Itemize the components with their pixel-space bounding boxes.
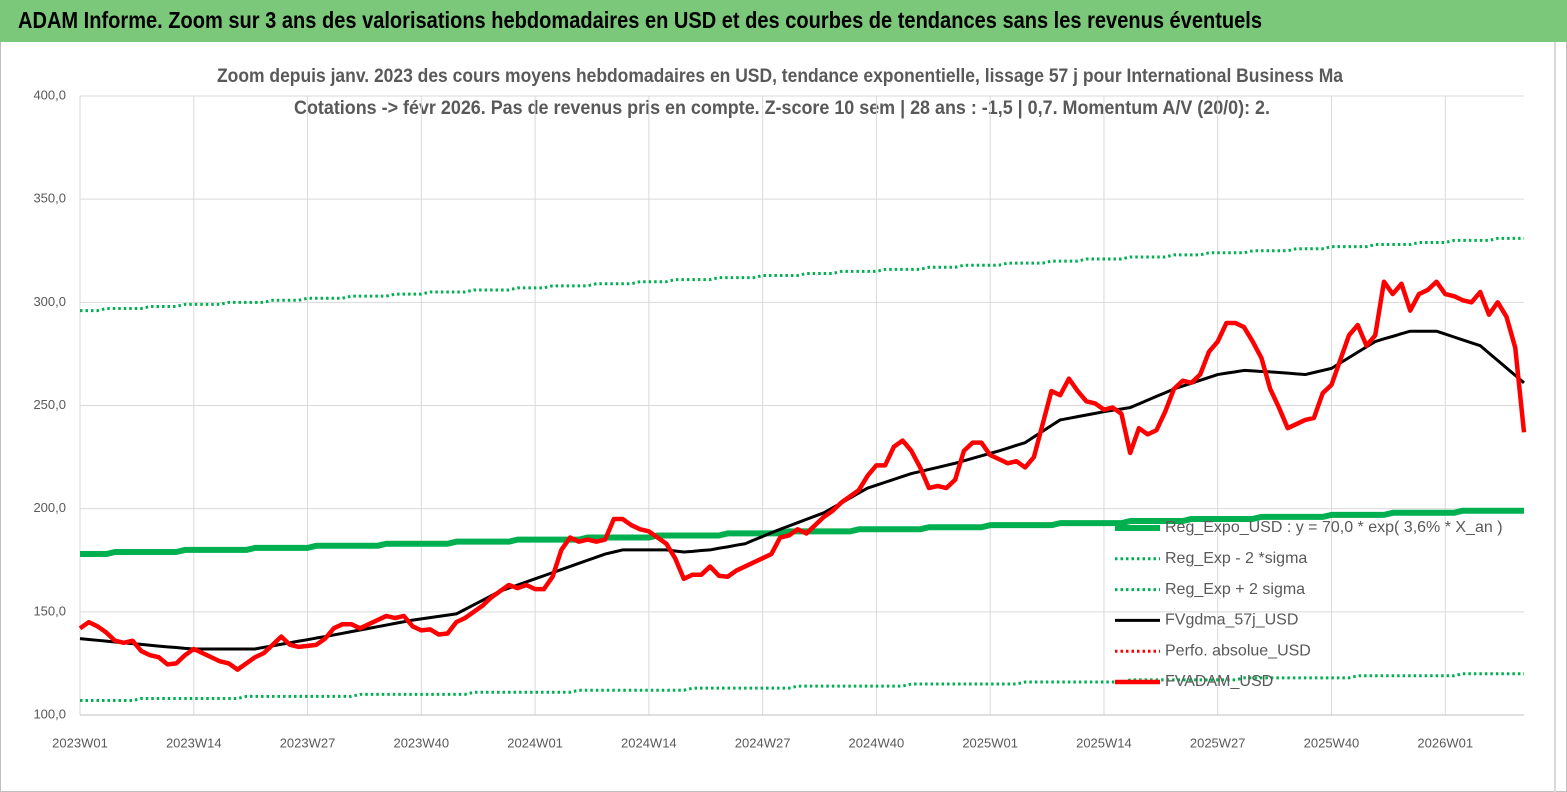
legend-label: FVADAM_USD [1165,673,1273,690]
legend-label: Perfo. absolue_USD [1165,642,1311,659]
x-tick-label: 2025W01 [962,735,1018,750]
x-tick-label: 2025W27 [1190,735,1246,750]
x-tick-label: 2024W01 [507,735,563,750]
header-title: ADAM Informe. Zoom sur 3 ans des valoris… [18,7,1262,33]
y-tick-label: 350,0 [33,191,66,206]
x-tick-label: 2023W40 [393,735,449,750]
legend: Reg_Expo_USD : y = 70,0 * exp( 3,6% * X_… [1115,519,1503,690]
x-tick-label: 2023W14 [166,735,222,750]
plot [78,236,1527,703]
y-tick-label: 150,0 [33,603,66,618]
y-tick-label: 300,0 [33,294,66,309]
y-tick-label: 100,0 [33,706,66,721]
series-line [80,672,1524,703]
x-tick-label: 2025W14 [1076,735,1132,750]
x-tick-label: 2023W27 [280,735,336,750]
grid: 100,0 150,0 200,0 250,0 300,0 350,0 400,0 2023W… [33,87,1524,750]
legend-label: Reg_Exp - 2 *sigma [1165,550,1307,567]
y-tick-label: 200,0 [33,500,66,515]
x-tick-label: 2024W27 [735,735,791,750]
series-line [79,329,1525,651]
series-line [78,279,1527,672]
y-tick-label: 400,0 [33,87,66,102]
legend-label: Reg_Expo_USD : y = 70,0 * exp( 3,6% * X_… [1165,519,1503,536]
legend-label: Reg_Exp + 2 sigma [1165,581,1305,598]
x-tick-label: 2023W01 [52,735,108,750]
legend-label: FVgdma_57j_USD [1165,612,1298,629]
y-tick-label: 250,0 [33,397,66,412]
header-bar [0,0,1567,42]
chart-subtitle: Cotations -> févr 2026. Pas de revenus p… [294,98,1270,119]
x-tick-label: 2024W40 [849,735,905,750]
chart-title: Zoom depuis janv. 2023 des cours moyens … [217,66,1343,87]
x-tick-label: 2024W14 [621,735,677,750]
series-line [80,236,1524,313]
x-tick-label: 2025W40 [1304,735,1360,750]
x-tick-label: 2026W01 [1417,735,1473,750]
